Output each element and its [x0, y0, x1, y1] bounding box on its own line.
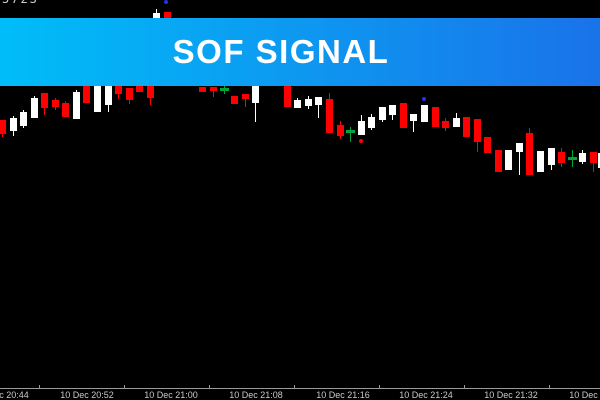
candle-body	[61, 103, 69, 117]
candle-body	[251, 80, 259, 103]
sell-signal-dot	[359, 139, 363, 143]
price-info-partial: 5723	[2, 0, 39, 6]
candle-body	[431, 107, 439, 127]
axis-tick	[294, 385, 295, 388]
candle-body	[525, 133, 533, 175]
candle-body	[30, 98, 38, 118]
candle-body	[82, 80, 90, 103]
candle-body	[420, 105, 428, 122]
time-axis-line	[0, 388, 600, 389]
candle-body	[536, 151, 544, 172]
candle-body	[135, 80, 143, 92]
candle-body	[504, 150, 512, 170]
time-label: 10 Dec 21:00	[144, 390, 198, 400]
axis-tick	[209, 385, 210, 388]
candle-body	[409, 114, 417, 121]
candle-body	[388, 105, 396, 115]
time-label: 10 Dec 21:08	[229, 390, 283, 400]
candle-body	[452, 118, 460, 127]
time-label: 10 Dec 20:52	[60, 390, 114, 400]
candle-wick	[349, 127, 351, 142]
candle-body	[515, 143, 523, 152]
candle-body	[378, 107, 386, 120]
candle-body	[283, 80, 291, 107]
buy-signal-dot	[422, 97, 426, 101]
time-label: 10 Dec 21:32	[484, 390, 538, 400]
candle-body	[314, 97, 322, 105]
candle-body	[241, 94, 249, 99]
candle-body	[367, 117, 375, 128]
candle-body	[304, 99, 312, 106]
candle-body	[557, 152, 565, 163]
candle-body	[399, 103, 407, 128]
candle-body	[578, 153, 586, 162]
candle-wick	[412, 114, 414, 132]
candle-wick	[317, 97, 319, 118]
candle-body	[125, 88, 133, 100]
axis-tick	[549, 385, 550, 388]
candle-body	[219, 88, 229, 91]
banner-title: SOF SIGNAL	[172, 33, 390, 70]
candle-body	[51, 100, 59, 107]
candle-body	[483, 137, 491, 153]
candle-body	[462, 117, 470, 137]
axis-tick	[124, 385, 125, 388]
candle-body	[336, 125, 344, 136]
signal-banner: SOF SIGNAL	[0, 18, 600, 86]
candle-body	[357, 121, 365, 135]
buy-signal-dot	[164, 0, 168, 4]
candle-body	[19, 112, 27, 126]
candle-body	[567, 157, 577, 160]
candle-body	[345, 130, 355, 133]
candle-body	[473, 119, 481, 142]
candle-body	[441, 121, 449, 128]
candle-body	[209, 87, 217, 91]
axis-tick	[464, 385, 465, 388]
candle-body	[547, 148, 555, 165]
candle-body	[325, 99, 333, 133]
time-label: 10 Dec 21:16	[316, 390, 370, 400]
time-label: 10 Dec 21:24	[399, 390, 453, 400]
candle-wick	[244, 94, 246, 107]
candle-body	[198, 87, 206, 92]
candle-body	[0, 120, 6, 134]
candle-body	[494, 150, 502, 172]
candle-body	[72, 92, 80, 119]
candle-body	[9, 118, 17, 131]
candle-wick	[518, 143, 520, 175]
candle-body	[589, 152, 597, 163]
candle-body	[146, 80, 154, 98]
axis-tick	[379, 385, 380, 388]
candle-wick	[212, 87, 214, 97]
candle-body	[597, 153, 600, 168]
candle-body	[40, 93, 48, 108]
time-label: 10 Dec 20:44	[0, 390, 29, 400]
candle-body	[114, 80, 122, 94]
candle-body	[230, 96, 238, 104]
axis-tick	[39, 385, 40, 388]
candle-body	[93, 80, 101, 112]
candle-body	[293, 100, 301, 108]
time-label: 10 Dec 21:40	[569, 390, 600, 400]
candle-body	[104, 80, 112, 105]
